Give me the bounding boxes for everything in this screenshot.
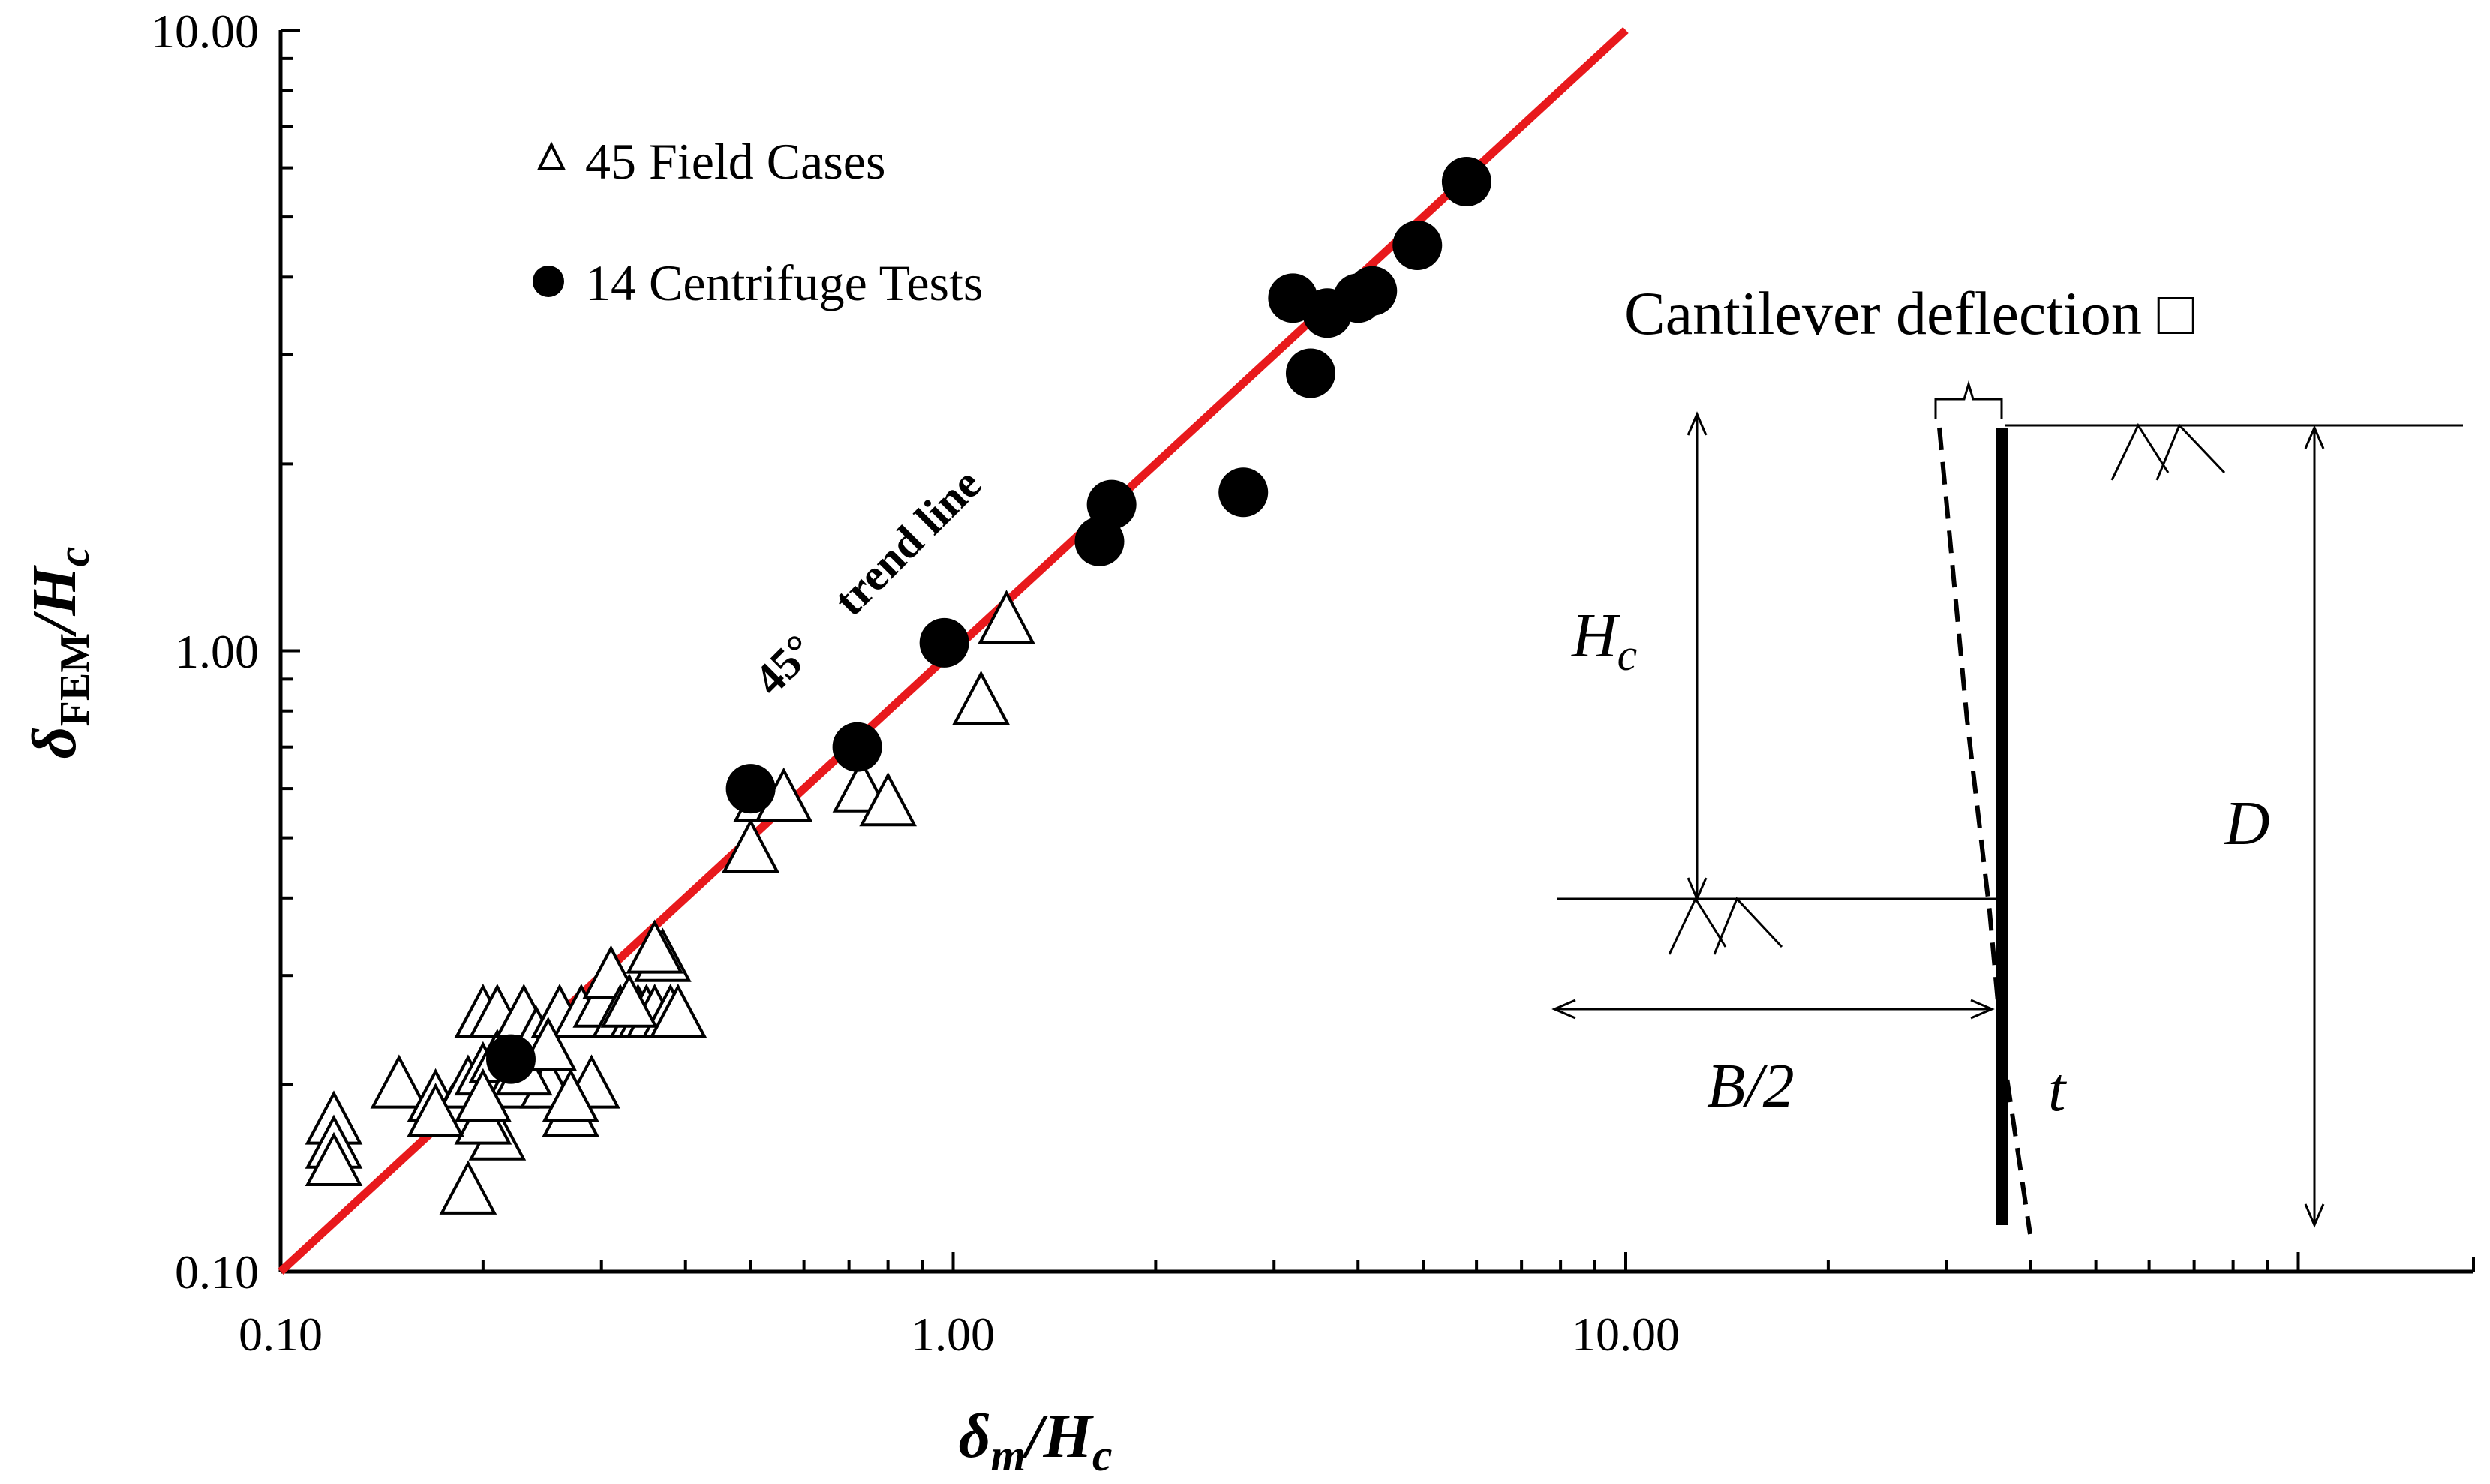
deflection-bracket: [1934, 380, 2003, 419]
hc-arrow-top: [1687, 411, 1708, 436]
field-case-point-43: [600, 973, 659, 1028]
field-case-point-38: [542, 1068, 600, 1123]
centrifuge-test-point-3: [919, 617, 969, 668]
x-tick-label-2: 10.00: [1572, 1308, 1680, 1361]
deflected-wall-shape: [1937, 427, 2032, 1235]
b-half-arrow-left: [1551, 999, 1576, 1020]
field-case-point-39: [407, 1083, 464, 1137]
series-field-cases: [305, 590, 1035, 1215]
trend-label-angle: 45°: [745, 625, 824, 704]
x-tick-label-1: 1.00: [911, 1308, 995, 1361]
field-case-point-40: [626, 919, 684, 974]
series-centrifuge-tests: [485, 157, 1491, 1084]
field-case-point-2: [305, 1131, 363, 1186]
field-case-point-31: [722, 818, 779, 873]
centrifuge-test-point-2: [832, 722, 882, 772]
diagram-title: Cantilever deflection □: [1624, 279, 2194, 347]
field-case-point-37: [978, 590, 1035, 644]
x-tick-label-0: 0.10: [239, 1308, 323, 1361]
x-axis-title: δm/Hc: [958, 1401, 1112, 1480]
centrifuge-test-point-8: [1285, 348, 1335, 398]
hc-label: Hc: [1571, 601, 1637, 680]
centrifuge-test-point-5: [1086, 479, 1137, 530]
legend-triangle-marker: [536, 141, 566, 170]
cantilever-diagram: Cantilever deflection □ Hc D: [1551, 279, 2463, 1235]
d-arrow-top: [2304, 425, 2325, 449]
centrifuge-test-point-6: [1218, 467, 1269, 518]
hc-arrow-bottom: [1687, 877, 1708, 902]
y-tick-label-1: 1.00: [175, 625, 259, 678]
soil-hatch-left: [1668, 896, 1783, 955]
legend: 45 Field Cases 14 Centrifuge Tests: [533, 133, 983, 311]
legend-label-centrifuge: 14 Centrifuge Tests: [585, 254, 983, 311]
soil-hatch-right: [2110, 422, 2226, 481]
field-case-point-41: [454, 1068, 512, 1123]
thickness-label: t: [2048, 1055, 2068, 1125]
d-arrow-bottom: [2304, 1203, 2325, 1228]
field-case-point-35: [859, 771, 917, 827]
axis-ticks: [279, 29, 2300, 1273]
legend-circle-marker: [533, 266, 564, 297]
field-case-point-6: [439, 1160, 497, 1215]
centrifuge-test-point-11: [1347, 266, 1398, 316]
centrifuge-test-point-0: [485, 1034, 536, 1084]
legend-label-field-cases: 45 Field Cases: [585, 133, 885, 190]
field-case-point-3: [370, 1054, 428, 1109]
trend-label-group: 45° trend line: [745, 459, 991, 705]
field-case-point-30: [649, 984, 707, 1038]
y-tick-label-0: 0.10: [175, 1245, 259, 1299]
b-half-label: B/2: [1707, 1051, 1795, 1121]
trend-label-text: trend line: [824, 459, 991, 626]
centrifuge-test-point-12: [1392, 220, 1443, 270]
centrifuge-test-point-1: [725, 764, 776, 814]
field-case-point-36: [952, 670, 1010, 725]
centrifuge-test-point-13: [1441, 157, 1491, 207]
y-tick-label-2: 10.00: [151, 5, 259, 58]
d-label: D: [2224, 789, 2270, 858]
b-half-arrow-right: [1970, 999, 1995, 1020]
y-axis-title: δFEM/Hc: [20, 547, 98, 759]
